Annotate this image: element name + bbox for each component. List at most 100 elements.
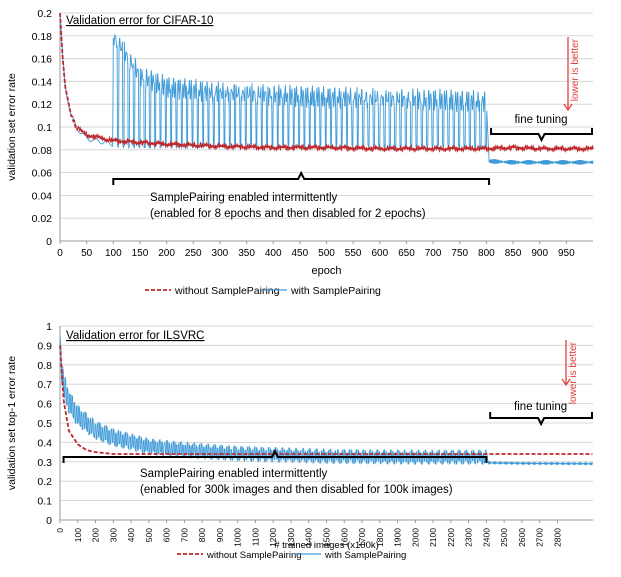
x-tick-label: 1300 [286,528,296,547]
x-tick-label: 550 [345,248,362,259]
y-tick-label: 0.04 [32,190,53,202]
y-axis-label: validation set error rate [6,73,18,181]
x-tick-label: 1600 [339,528,349,547]
x-axis-label: # trained images (x100k) [274,540,379,551]
annotation-intermittent: SamplePairing enabled intermittently [140,468,328,480]
x-tick-label: 300 [108,528,118,542]
series-line-without-samplepairing [59,345,593,455]
y-axis-label: validation set top-1 error rate [6,356,18,490]
y-tick-label: 0.06 [32,168,53,180]
y-tick-label: 0 [46,236,52,248]
fine-tuning-brace [489,412,593,427]
y-tick-label: 0.2 [37,476,52,488]
annotation-intermittent: SamplePairing enabled intermittently [150,192,338,204]
x-tick-label: 800 [197,528,207,542]
cifar10-chart: 0 0.02 0.04 0.06 0.08 0.1 0.12 0.14 0.16 0.18 0.2 0… [6,8,594,297]
y-tick-label: 0.1 [37,496,52,508]
y-tick-label: 0.7 [37,379,52,391]
legend-label-with: with SamplePairing [290,285,381,297]
x-tick-label: 2600 [517,528,527,547]
ilsvrc-chart: 0 0.1 0.2 0.3 0.4 0.5 0.6 0.7 0.8 0.9 1 0 100 200 300 4… [6,321,594,561]
x-tick-label: 950 [558,248,575,259]
x-tick-label: 150 [132,248,149,259]
x-tick-label: 1500 [322,528,332,547]
x-tick-label: 1400 [304,528,314,547]
series-line-with-samplepairing [59,335,594,466]
y-tick-label: 0.6 [37,399,52,411]
annotation-lower-is-better: lower is better [570,38,581,101]
x-tick-label: 450 [292,248,309,259]
x-tick-label: 0 [55,528,65,533]
arrow-head [561,378,571,387]
x-tick-label: 750 [451,248,468,259]
x-tick-label: 900 [215,528,225,542]
x-tick-label: 1100 [250,528,260,547]
annotation-intermittent-detail: (enabled for 300k images and then disabl… [140,484,453,496]
y-tick-label: 0.18 [32,31,53,43]
x-tick-label: 850 [505,248,522,259]
x-tick-label: 1800 [375,528,385,547]
y-tick-label: 0.2 [37,8,52,20]
x-tick-label: 2200 [446,528,456,547]
x-tick-label: 2100 [428,528,438,547]
series-line-without-samplepairing [59,12,594,154]
x-tick-label: 650 [398,248,415,259]
intermittent-brace [62,448,488,463]
y-tick-label: 0.08 [32,145,53,157]
x-tick-label: 350 [238,248,255,259]
x-tick-label: 50 [81,248,93,259]
annotation-lower-is-better: lower is better [568,341,579,404]
y-tick-label: 0 [46,515,52,527]
x-tick-label: 100 [73,528,83,542]
x-axis-label: epoch [312,265,342,277]
x-tick-label: 2000 [410,528,420,547]
x-tick-label: 1200 [268,528,278,547]
x-tick-label: 300 [212,248,229,259]
x-tick-label: 500 [318,248,335,259]
x-tick-label: 800 [478,248,495,259]
x-tick-label: 2400 [481,528,491,547]
x-tick-label: 2500 [499,528,509,547]
y-tick-label: 0.5 [37,418,52,430]
x-tick-label: 400 [126,528,136,542]
x-tick-label: 250 [185,248,202,259]
y-tick-label: 0.9 [37,340,52,352]
x-tick-label: 400 [265,248,282,259]
fine-tuning-brace [490,128,593,143]
x-tick-label: 2300 [464,528,474,547]
y-tick-label: 0.8 [37,360,52,372]
y-tick-label: 0.12 [32,99,53,111]
chart-title: Validation error for CIFAR-10 [66,15,213,27]
series-line-with-samplepairing [59,12,594,165]
chart-title: Validation error for ILSVRC [66,330,204,342]
intermittent-brace [112,170,491,185]
y-tick-label: 1 [46,321,52,333]
legend-label-without: without SamplePairing [174,285,280,297]
x-tick-label: 600 [371,248,388,259]
arrow-head [563,103,573,112]
y-tick-label: 0.4 [37,437,52,449]
y-tick-label: 0.02 [32,213,53,225]
y-tick-label: 0.3 [37,457,52,469]
y-tick-label: 0.16 [32,54,53,66]
legend-label-without: without SamplePairing [206,550,302,561]
x-tick-label: 200 [91,528,101,542]
x-tick-label: 600 [162,528,172,542]
y-tick-label: 0.14 [32,76,53,88]
annotation-intermittent-detail: (enabled for 8 epochs and then disabled … [150,208,426,220]
x-tick-label: 900 [531,248,548,259]
x-tick-label: 100 [105,248,122,259]
x-tick-label: 2800 [552,528,562,547]
x-tick-label: 700 [179,528,189,542]
x-tick-label: 500 [144,528,154,542]
x-tick-label: 2700 [535,528,545,547]
x-tick-label: 200 [158,248,175,259]
annotation-fine-tuning: fine tuning [514,114,567,126]
x-tick-label: 700 [425,248,442,259]
legend-label-with: with SamplePairing [324,550,406,561]
y-tick-label: 0.1 [37,122,52,134]
x-tick-label: 0 [57,248,63,259]
x-tick-label: 1900 [393,528,403,547]
x-tick-label: 1700 [357,528,367,547]
